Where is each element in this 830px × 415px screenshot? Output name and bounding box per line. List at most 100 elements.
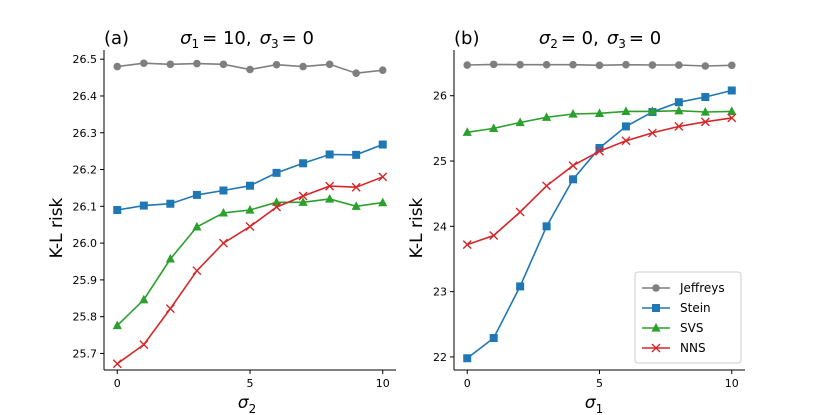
panel-b-point-jeffreys [622, 60, 630, 69]
panel-a-point-stein [299, 159, 308, 168]
panel-a-ytick-label: 26.4 [73, 90, 98, 103]
panel-b-point-stein [463, 354, 472, 363]
panel-a-point-stein [246, 181, 254, 190]
panel-b-point-svs [674, 105, 684, 115]
panel-a-title: σ1 = 10, σ3 = 0 [180, 28, 314, 51]
legend-label: Jeffreys [679, 281, 725, 295]
panel-a-plot: 25.7 25.8 25.9 26.0 26.1 26.2 26.3 26.4 26.5 0 5 10 [73, 50, 396, 390]
panel-b-point-svs [489, 123, 499, 132]
panel-b-point-nns [595, 146, 604, 156]
panel-b: (b) σ2 = 0, σ3 = 0 K-L risk σ1 22 23 24 25 26 0 5… [407, 28, 745, 415]
panel-a-point-jeffreys [272, 60, 281, 69]
panel-a-point-jeffreys [166, 60, 175, 69]
panel-a-point-svs [298, 197, 308, 206]
panel-a-point-nns [298, 191, 308, 201]
panel-b-point-nns [727, 113, 737, 123]
panel-a-point-stein [325, 150, 334, 159]
legend-marker [651, 323, 661, 332]
panel-a-point-svs [139, 294, 149, 304]
panel-b-point-stein [569, 175, 578, 184]
panel-a-point-svs [112, 320, 122, 330]
legend: Jeffreys Stein SVS NNS [634, 271, 742, 364]
panel-a-ytick-label: 26.1 [73, 200, 98, 213]
panel-b-point-svs [700, 107, 710, 116]
panel-b-point-nns [568, 161, 578, 171]
panel-a-series-stein [113, 140, 387, 214]
panel-b-ytick-label: 26 [433, 90, 447, 103]
panel-a-ytick-label: 26.2 [73, 164, 98, 177]
panel-a-ytick-label: 25.7 [73, 347, 98, 360]
panel-b-point-nns [515, 207, 525, 217]
legend-entry-jeffreys: Jeffreys [642, 281, 725, 295]
panel-b-point-svs [515, 117, 525, 127]
panel-a-point-stein [113, 206, 122, 214]
panel-b-ytick-label: 22 [433, 351, 447, 364]
panel-a-point-jeffreys [246, 65, 254, 74]
panel-b-xtick-label: 0 [464, 377, 471, 390]
panel-a-point-stein [378, 140, 387, 149]
panel-b-point-stein [674, 98, 683, 107]
panel-a-point-stein [272, 168, 281, 177]
legend-entry-stein: Stein [642, 301, 711, 315]
panel-b-point-jeffreys [701, 62, 710, 70]
panel-b-point-svs [568, 109, 578, 118]
panel-b-point-nns [700, 117, 710, 127]
panel-a-point-nns [272, 202, 282, 212]
legend-label: Stein [680, 301, 711, 315]
panel-b-ytick-label: 24 [433, 220, 447, 233]
panel-b-point-jeffreys [648, 61, 657, 69]
panel-b-point-nns [674, 121, 684, 131]
panel-b-point-jeffreys [542, 60, 551, 69]
panel-a-point-stein [166, 199, 175, 208]
panel-b-point-nns [462, 240, 472, 250]
panel-b-point-nns [647, 128, 657, 138]
panel-b-point-svs [541, 112, 552, 121]
panel-a-series-nns [112, 172, 388, 369]
panel-b-line-nns [466, 117, 732, 246]
panel-b-label: (b) [454, 28, 479, 49]
panel-a-line-svs [116, 198, 383, 327]
panel-a-point-svs [192, 221, 202, 231]
panel-b-point-jeffreys [489, 60, 498, 69]
panel-b-title: σ2 = 0, σ3 = 0 [539, 28, 661, 51]
panel-b-point-nns [621, 136, 631, 146]
panel-a-point-stein [352, 150, 361, 159]
panel-a-point-nns [351, 182, 361, 192]
panel-a-point-jeffreys [193, 59, 201, 68]
panel-a-point-svs [325, 193, 335, 203]
panel-b-point-jeffreys [516, 60, 524, 69]
panel-b-point-svs [647, 106, 658, 115]
panel-a-point-svs [378, 197, 388, 207]
panel-b-point-svs [462, 127, 472, 136]
panel-b-point-svs [621, 106, 631, 115]
panel-a-point-nns [139, 340, 149, 350]
panel-a-xtick-label: 5 [247, 377, 254, 390]
panel-b-point-jeffreys [595, 61, 604, 70]
panel-a-line-stein [117, 143, 383, 211]
panel-b-ytick-label: 23 [433, 286, 447, 299]
panel-b-point-svs [594, 108, 605, 117]
panel-a-point-jeffreys [299, 62, 307, 71]
panel-b-point-stein [489, 334, 498, 342]
panel-b-series-nns [462, 113, 737, 250]
legend-marker [651, 343, 661, 353]
legend-label: SVS [680, 321, 703, 335]
panel-b-point-stein [516, 282, 525, 291]
legend-marker [652, 304, 660, 312]
panel-a-point-nns [112, 359, 122, 369]
panel-a-label: (a) [104, 28, 129, 49]
panel-b-point-stein [595, 143, 604, 152]
panel-b-ylabel: K-L risk [407, 197, 427, 258]
panel-a-xtick-label: 0 [114, 377, 121, 390]
panel-a-point-jeffreys [113, 62, 122, 71]
panel-a-point-stein [139, 201, 148, 210]
panel-b-xtick-label: 5 [596, 377, 603, 390]
panel-a-point-jeffreys [325, 60, 334, 69]
panel-b-point-stein [701, 93, 710, 102]
panel-a-ytick-label: 25.8 [73, 311, 98, 324]
panel-b-point-jeffreys [463, 61, 472, 69]
panel-b-point-stein [542, 222, 551, 231]
panel-a-point-jeffreys [140, 59, 148, 68]
panel-b-point-jeffreys [569, 60, 577, 69]
